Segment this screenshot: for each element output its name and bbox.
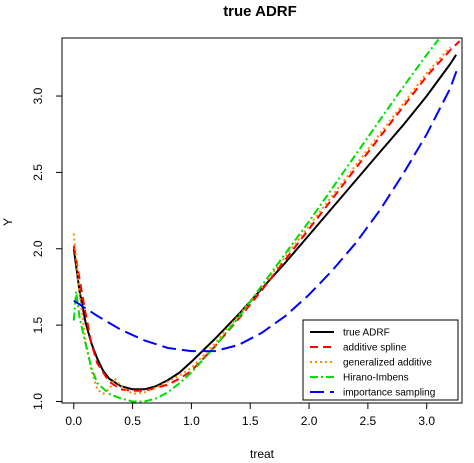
y-tick-label: 2.5 [31,164,45,181]
legend-label: Hirano-Imbens [343,373,409,384]
chart-title: true ADRF [223,3,297,20]
x-tick-label: 1.5 [242,414,259,428]
x-axis: 0.0 0.5 1.0 1.5 2.0 2.5 3.0 [65,402,435,428]
x-axis-label: treat [250,447,275,461]
legend-box [302,319,459,401]
series-line-additive-spline [72,40,461,392]
legend-label: true ADRF [343,328,390,339]
y-tick-label: 1.5 [31,316,45,333]
y-tick-label: 2.0 [31,240,45,257]
y-axis: 1.0 1.5 2.0 2.5 3.0 [31,87,62,410]
series-line-true-adrf [72,54,457,391]
legend-label: importance sampling [343,388,435,399]
x-tick-label: 2.0 [301,414,318,428]
y-axis-label: Y [1,218,15,226]
series-line-hirano-imbens [72,38,440,403]
series-lines [72,38,461,403]
y-tick-label: 3.0 [31,87,45,104]
legend-label: additive spline [343,343,407,354]
x-tick-label: 3.0 [418,414,435,428]
legend-label: generalized additive [343,358,432,369]
x-tick-label: 2.5 [360,414,377,428]
y-tick-label: 1.0 [31,393,45,410]
x-tick-label: 0.0 [65,414,82,428]
series-line-importance-sampling [73,65,460,353]
legend: true ADRF additive spline generalized addi… [302,319,459,401]
x-tick-label: 1.0 [183,414,200,428]
x-tick-label: 0.5 [124,414,141,428]
